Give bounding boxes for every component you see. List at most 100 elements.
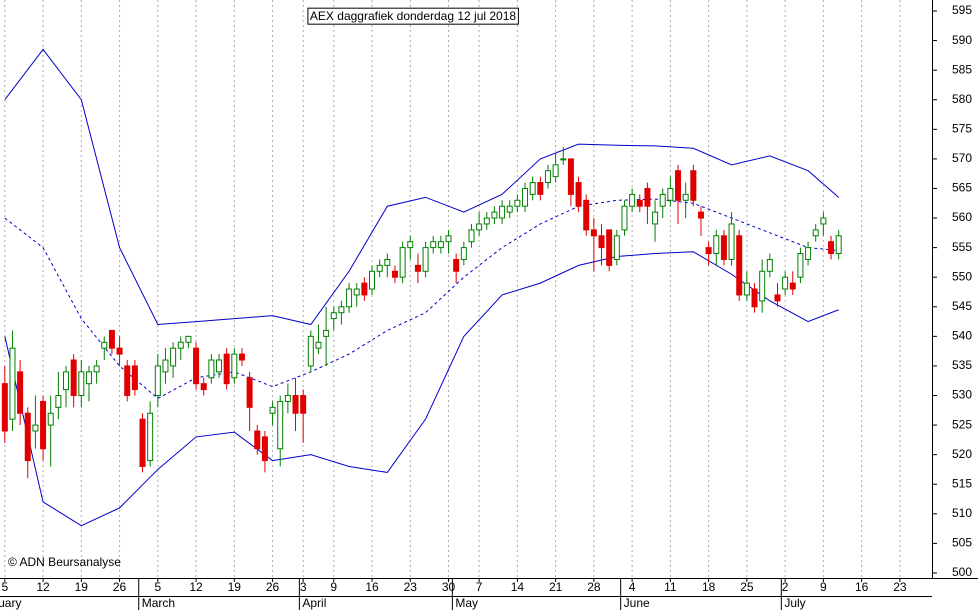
candle-body (476, 223, 483, 231)
candle (430, 235, 437, 254)
candle (154, 354, 161, 408)
candle (261, 431, 268, 473)
candle-body (63, 371, 70, 391)
candle (483, 212, 490, 230)
candle-body (705, 247, 712, 255)
candle-body (453, 258, 460, 272)
candle-body (47, 412, 54, 426)
candle (284, 383, 291, 414)
candle-body (713, 235, 720, 255)
candle-body (391, 270, 398, 278)
x-tick-label: 9 (820, 580, 827, 594)
x-tick-label: 16 (855, 580, 869, 594)
candle-body (231, 353, 238, 379)
candle-body (384, 258, 391, 266)
candle-body (690, 170, 697, 201)
candle-body (590, 229, 597, 237)
candle (47, 395, 54, 467)
candle (269, 401, 276, 426)
candle-body (78, 371, 85, 397)
candle (720, 229, 727, 266)
y-tick-label: 550 (952, 269, 972, 283)
candle (246, 371, 253, 432)
candle-body (24, 412, 31, 462)
y-tick-label: 545 (952, 299, 972, 313)
x-tick-label: 11 (664, 580, 677, 594)
candle-body (774, 294, 781, 302)
candle-body (682, 193, 689, 201)
candle-body (667, 187, 674, 201)
candle-body (537, 182, 544, 195)
candle-body (223, 353, 230, 385)
candle-body (782, 276, 789, 290)
candle-body (124, 365, 131, 397)
candle (85, 365, 92, 402)
candle (208, 354, 215, 384)
x-tick-label: 3 (300, 580, 307, 594)
candle-body (116, 347, 123, 355)
candle-body (193, 347, 200, 385)
candle (315, 324, 322, 355)
candle (629, 188, 636, 213)
candle (812, 223, 819, 242)
candle (736, 229, 743, 301)
candle (116, 336, 123, 366)
candle (560, 147, 567, 165)
candle-body (32, 424, 39, 432)
candle-body (820, 217, 827, 225)
candle-body (522, 187, 529, 207)
candle-body (101, 341, 108, 349)
candle-body (483, 217, 490, 225)
candle (766, 253, 773, 278)
band-middle (4, 198, 839, 400)
x-tick-label: 18 (702, 580, 716, 594)
candle-body (422, 247, 429, 272)
candle-body (491, 211, 498, 219)
candle (391, 265, 398, 284)
candle-body (93, 365, 100, 373)
x-tick-label: 5 (1, 580, 8, 594)
x-tick-label: 26 (266, 580, 280, 594)
candle (652, 200, 659, 242)
x-tick-label: 2 (782, 580, 789, 594)
x-tick-label: 26 (113, 580, 127, 594)
candle-body (216, 359, 223, 373)
candle (460, 241, 467, 266)
candle-body (514, 199, 521, 207)
candle (338, 300, 345, 325)
y-tick-label: 515 (952, 476, 972, 490)
y-tick-label: 525 (952, 417, 972, 431)
y-tick-label: 500 (952, 565, 972, 579)
candle-body (55, 395, 62, 408)
candle (499, 200, 506, 224)
candle-body (560, 158, 567, 161)
candle (307, 330, 314, 372)
candle (216, 354, 223, 378)
x-tick-label: 9 (330, 580, 337, 594)
candle (713, 229, 720, 266)
candle (407, 235, 414, 260)
candle-body (644, 187, 651, 207)
y-tick-label: 535 (952, 358, 972, 372)
candle-body (437, 241, 444, 249)
grid-layer (4, 0, 901, 578)
x-tick-label: 21 (549, 580, 563, 594)
candle-body (805, 247, 812, 260)
candle (506, 200, 513, 219)
candle (537, 176, 544, 201)
candle-body (697, 211, 704, 219)
candle (675, 164, 682, 224)
candle-body (108, 329, 115, 349)
candle-body (346, 288, 353, 308)
x-tick-label: 5 (154, 580, 161, 594)
candle (445, 229, 452, 254)
candle (759, 259, 766, 313)
candle (292, 377, 299, 432)
candle (743, 271, 750, 301)
candle-body (323, 329, 330, 337)
candle-body (154, 365, 161, 397)
candle (277, 395, 284, 467)
candle (70, 354, 77, 408)
y-tick-label: 570 (952, 151, 972, 165)
candle (437, 235, 444, 254)
